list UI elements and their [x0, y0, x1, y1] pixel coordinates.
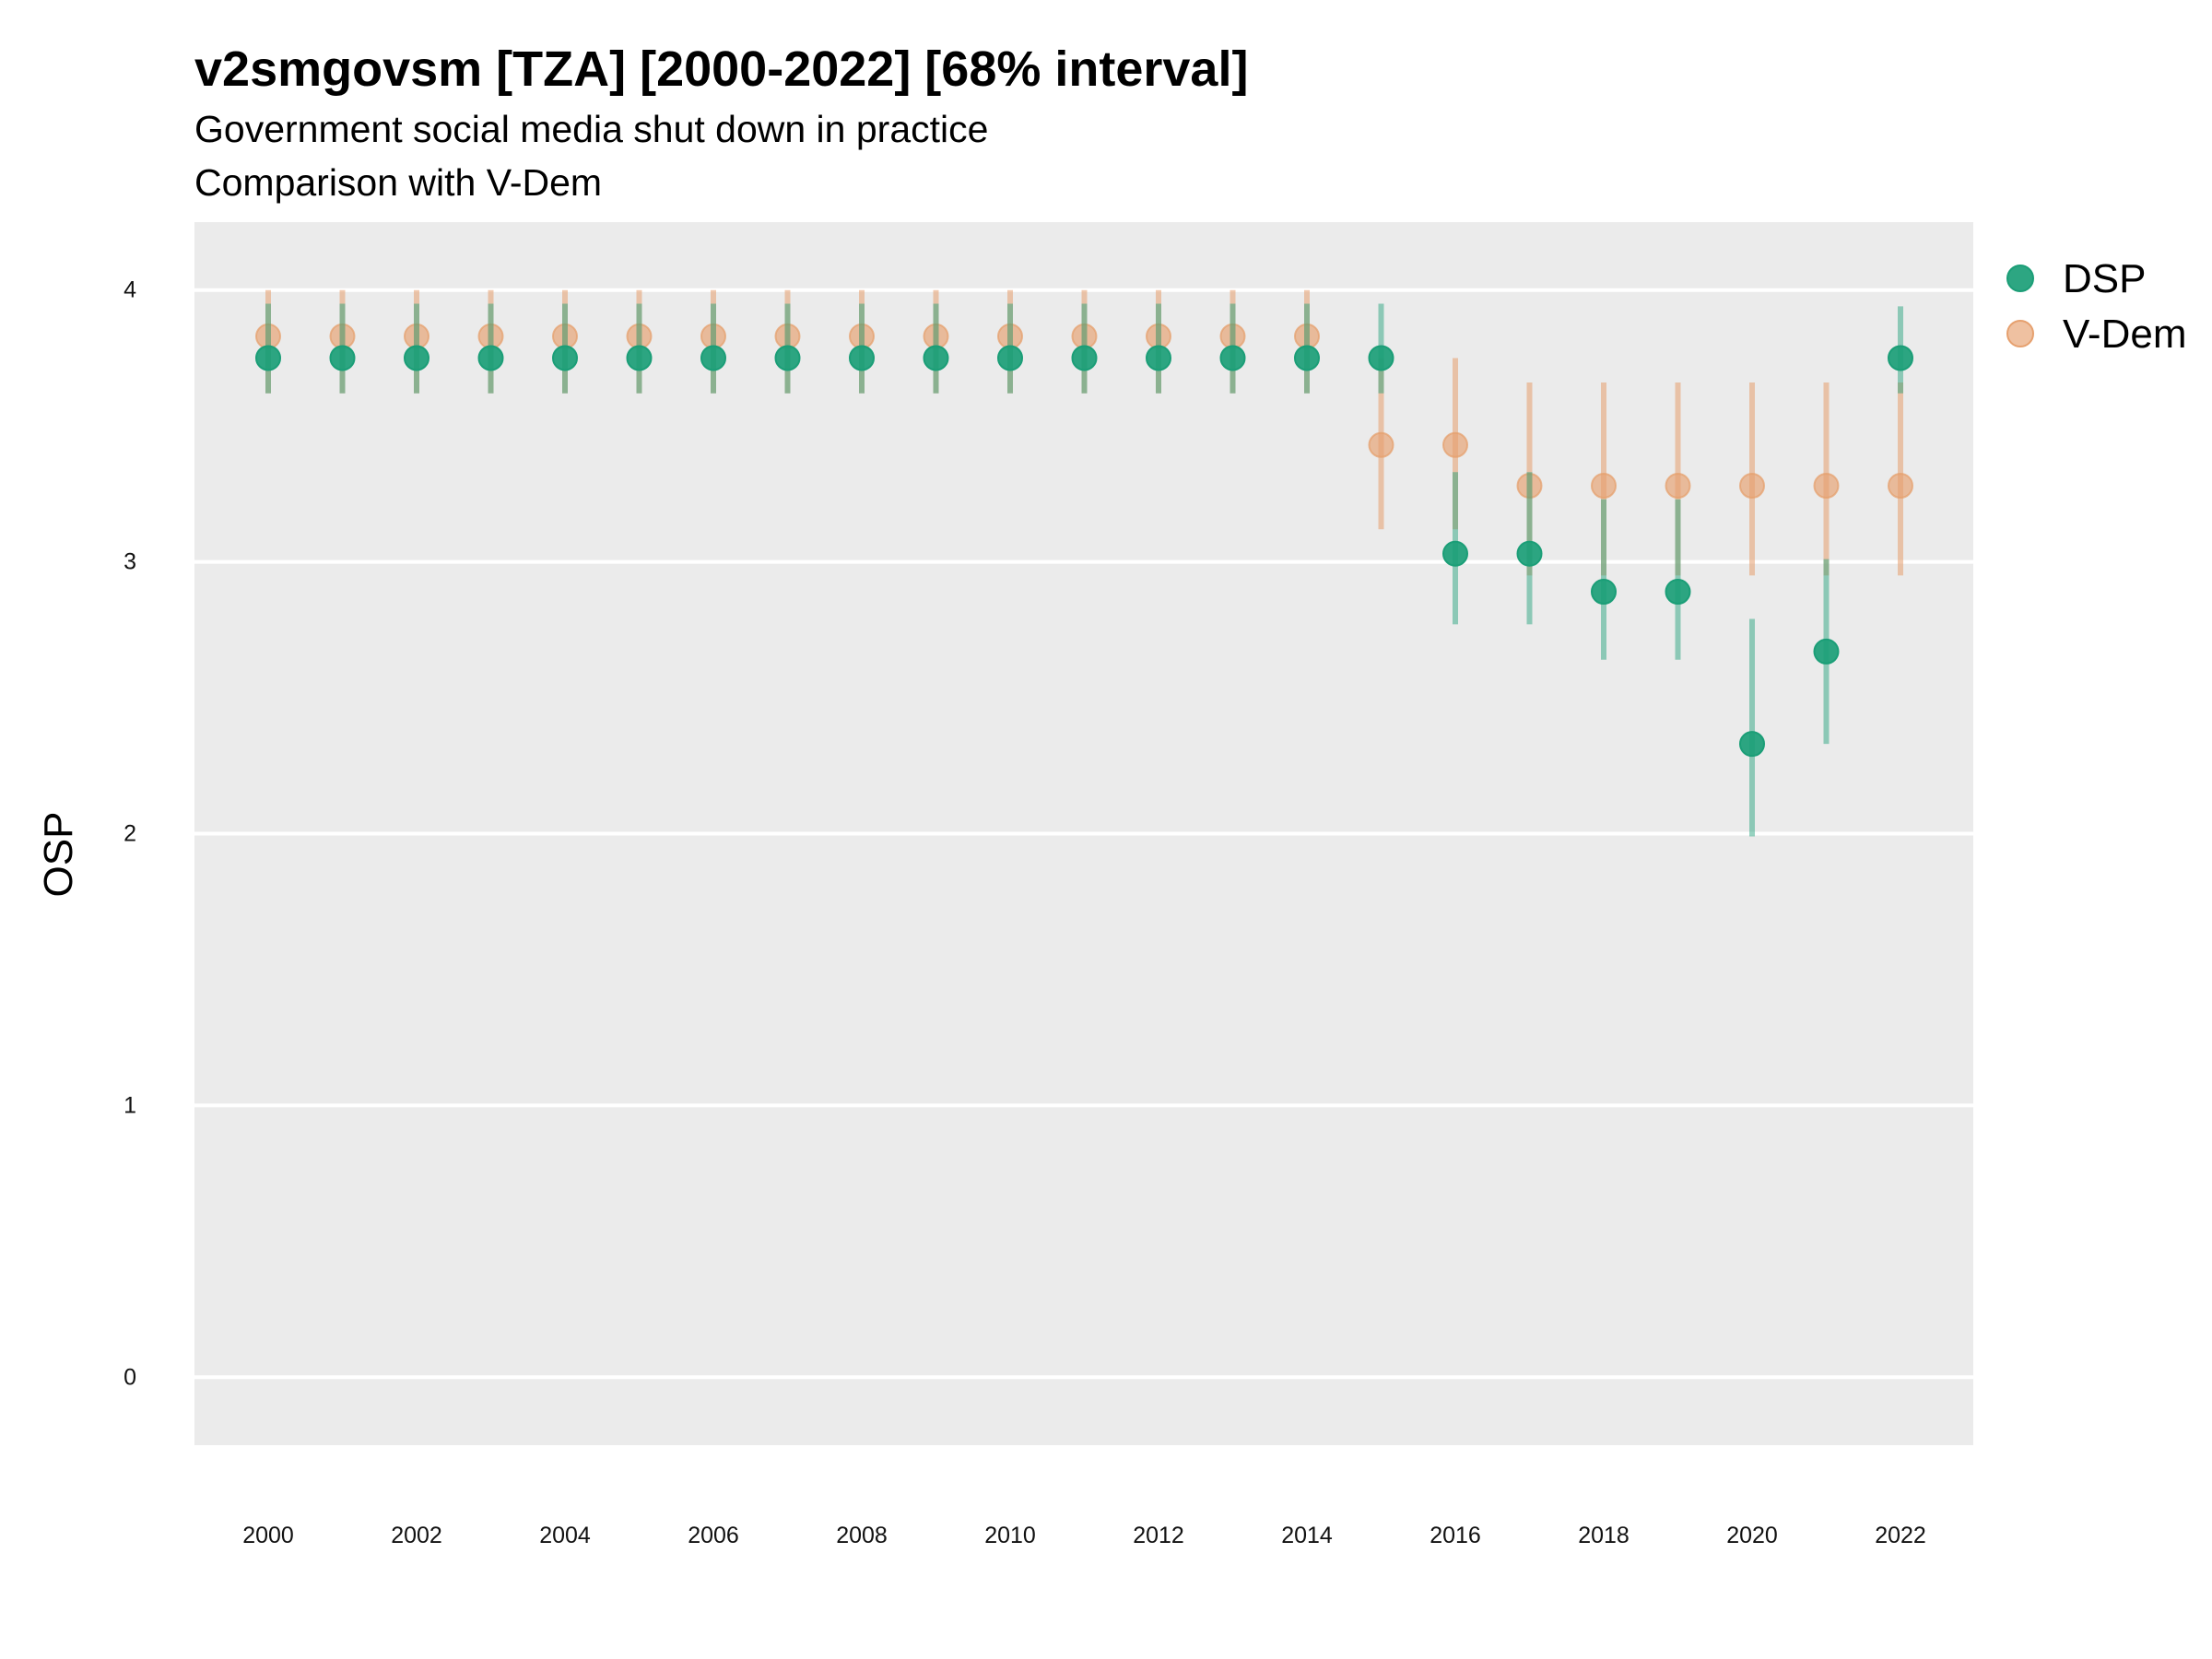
dsp-point-2014 — [1294, 345, 1320, 371]
dsp-point-2003 — [477, 345, 504, 371]
dsp-point-2004 — [552, 345, 578, 371]
dsp-point-2008 — [849, 345, 875, 371]
y-tick-label: 1 — [124, 1092, 136, 1118]
y-tick-label: 4 — [124, 277, 136, 303]
dsp-point-2009 — [923, 345, 949, 371]
dsp-point-2021 — [1813, 638, 1840, 665]
chart-subtitle-line-1: Government social media shut down in pra… — [194, 108, 988, 150]
y-tick-label: 0 — [124, 1364, 136, 1390]
v-dem-point-2018 — [1591, 473, 1617, 500]
dsp-point-2020 — [1739, 731, 1765, 758]
x-tick-label: 2022 — [1875, 1523, 1926, 1548]
grid-lines — [194, 288, 1973, 1380]
data-series — [255, 289, 1913, 837]
dsp-point-2016 — [1442, 540, 1468, 567]
v-dem-point-2017 — [1516, 473, 1543, 500]
x-tick-label: 2016 — [1430, 1523, 1481, 1548]
dsp-point-2012 — [1146, 345, 1171, 371]
x-tick-label: 2000 — [242, 1523, 294, 1548]
x-tick-label: 2002 — [391, 1523, 442, 1548]
v-dem-point-2022 — [1888, 473, 1913, 500]
dsp-point-2017 — [1516, 540, 1543, 567]
v-dem-point-2021 — [1813, 473, 1840, 500]
dsp-point-2018 — [1591, 579, 1617, 606]
dsp-point-2010 — [997, 345, 1023, 371]
legend: DSP V-Dem — [2006, 256, 2186, 357]
dsp-point-2002 — [404, 345, 429, 371]
x-tick-label: 2006 — [688, 1523, 739, 1548]
y-tick-label: 3 — [124, 549, 136, 575]
v-dem-point-2016 — [1442, 431, 1468, 458]
x-tick-label: 2014 — [1281, 1523, 1333, 1548]
y-axis-ticks: 0 1 2 3 4 — [124, 277, 136, 1391]
chart-title: v2smgovsm [TZA] [2000-2022] [68% interva… — [194, 41, 1248, 97]
dsp-point-2013 — [1219, 345, 1246, 371]
dsp-point-2022 — [1888, 345, 1913, 371]
dsp-point-2006 — [700, 345, 726, 371]
x-tick-label: 2012 — [1133, 1523, 1184, 1548]
legend-swatch-v-dem — [2006, 320, 2034, 347]
v-dem-point-2019 — [1665, 473, 1691, 500]
dsp-point-2019 — [1665, 579, 1691, 606]
v-dem-point-2015 — [1368, 431, 1394, 458]
v-dem-point-2020 — [1739, 473, 1765, 500]
y-axis-title: OSP — [36, 812, 81, 898]
chart-subtitle-line-2: Comparison with V-Dem — [194, 161, 602, 204]
x-tick-label: 2010 — [984, 1523, 1036, 1548]
x-tick-label: 2004 — [539, 1523, 591, 1548]
x-tick-label: 2008 — [836, 1523, 888, 1548]
dsp-point-2015 — [1368, 345, 1394, 371]
dsp-point-2000 — [255, 345, 281, 371]
legend-label-dsp: DSP — [2063, 256, 2146, 301]
y-tick-label: 2 — [124, 821, 136, 847]
x-tick-label: 2020 — [1726, 1523, 1778, 1548]
legend-label-v-dem: V-Dem — [2063, 312, 2186, 357]
x-tick-label: 2018 — [1578, 1523, 1630, 1548]
series-dsp — [255, 303, 1913, 837]
dsp-point-2011 — [1071, 345, 1098, 371]
dsp-point-2001 — [329, 345, 356, 371]
legend-swatch-dsp — [2006, 265, 2034, 292]
x-axis-ticks: 2000 2002 2004 2006 2008 2010 2012 2014 2016 2018… — [242, 1523, 1926, 1548]
dsp-point-2005 — [626, 345, 653, 371]
dsp-point-2007 — [774, 345, 801, 371]
series-v-dem — [255, 289, 1913, 576]
